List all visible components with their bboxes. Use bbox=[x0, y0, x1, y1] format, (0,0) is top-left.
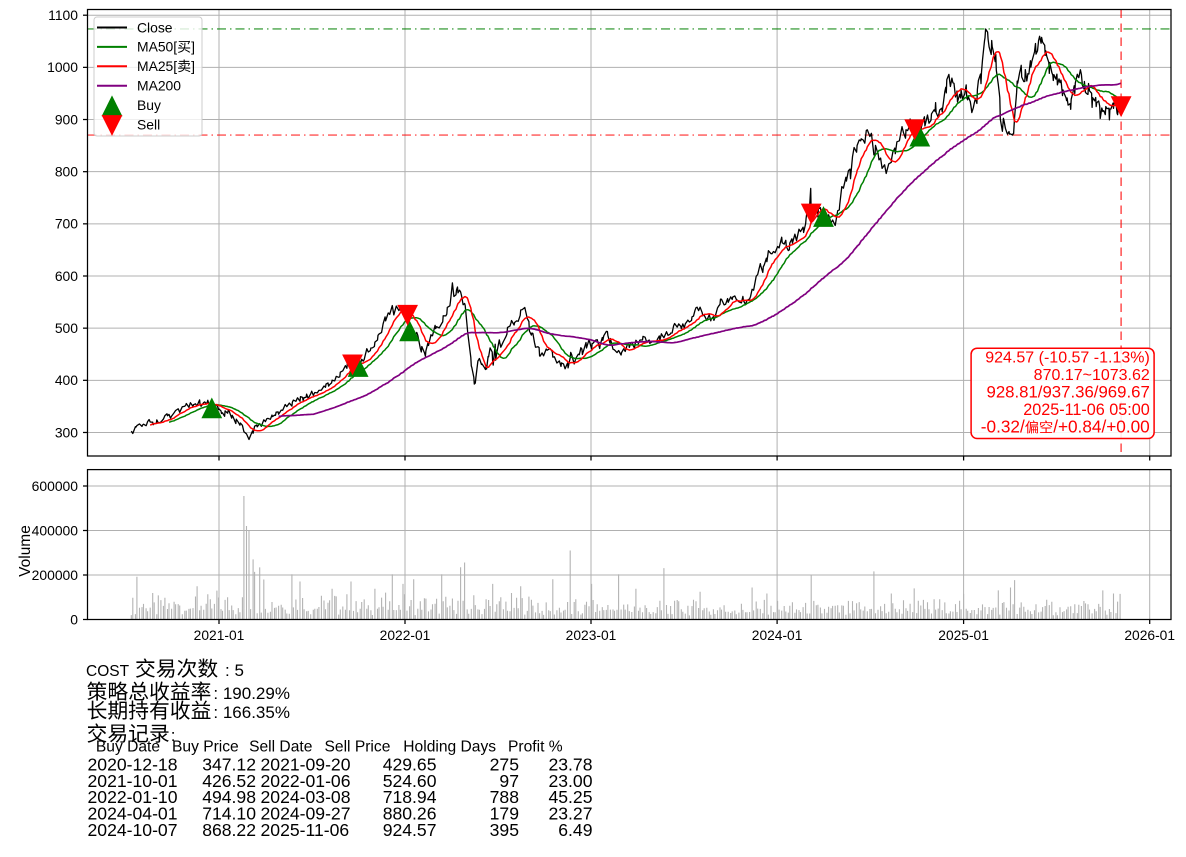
svg-text:300: 300 bbox=[55, 424, 78, 440]
svg-text:Buy: Buy bbox=[137, 97, 161, 113]
svg-text:714.10: 714.10 bbox=[202, 804, 256, 824]
svg-text:2024-01: 2024-01 bbox=[752, 628, 803, 643]
svg-text:: 190.29%: : 190.29% bbox=[213, 684, 290, 703]
svg-text:2025-11-06: 2025-11-06 bbox=[261, 820, 350, 840]
svg-text:]: ] bbox=[191, 58, 195, 74]
svg-text:23.00: 23.00 bbox=[548, 771, 592, 791]
svg-text:400000: 400000 bbox=[32, 522, 79, 538]
svg-text:718.94: 718.94 bbox=[383, 787, 437, 807]
svg-text:Buy Date: Buy Date bbox=[96, 738, 160, 755]
svg-text:924.57: 924.57 bbox=[383, 820, 437, 840]
svg-text:2024-04-01: 2024-04-01 bbox=[88, 804, 178, 824]
svg-text:2024-03-08: 2024-03-08 bbox=[261, 787, 351, 807]
svg-text:: 166.35%: : 166.35% bbox=[213, 703, 290, 722]
svg-text:924.57 (-10.57 -1.13%): 924.57 (-10.57 -1.13%) bbox=[985, 349, 1150, 366]
svg-text:-0.32/: -0.32/ bbox=[981, 416, 1025, 436]
svg-text:6.49: 6.49 bbox=[558, 820, 592, 840]
svg-text:Sell: Sell bbox=[137, 116, 160, 132]
svg-text:2026-01: 2026-01 bbox=[1124, 628, 1175, 643]
svg-text:524.60: 524.60 bbox=[383, 771, 437, 791]
svg-text:2023-01: 2023-01 bbox=[566, 628, 617, 643]
svg-text:1100: 1100 bbox=[48, 7, 78, 23]
svg-text:]: ] bbox=[191, 39, 195, 55]
svg-text:179: 179 bbox=[490, 804, 519, 824]
svg-text:600: 600 bbox=[55, 268, 78, 284]
svg-text:2024-09-27: 2024-09-27 bbox=[261, 804, 351, 824]
svg-text:880.26: 880.26 bbox=[383, 804, 437, 824]
svg-text:870.17~1073.62: 870.17~1073.62 bbox=[1034, 367, 1150, 384]
svg-text:788: 788 bbox=[490, 787, 520, 807]
svg-text:2022-01-10: 2022-01-10 bbox=[88, 787, 178, 807]
svg-text:494.98: 494.98 bbox=[202, 787, 256, 807]
svg-text:Sell Price: Sell Price bbox=[325, 738, 391, 755]
svg-text:928.81/937.36/969.67: 928.81/937.36/969.67 bbox=[986, 382, 1149, 401]
svg-text:Close: Close bbox=[137, 19, 173, 35]
svg-text:2025-11-06 05:00: 2025-11-06 05:00 bbox=[1023, 401, 1150, 419]
svg-text:429.65: 429.65 bbox=[383, 754, 437, 774]
svg-text:COST: COST bbox=[86, 663, 130, 680]
svg-text:Buy Price: Buy Price bbox=[172, 738, 239, 755]
svg-text:Sell Date: Sell Date bbox=[249, 738, 312, 755]
svg-text:275: 275 bbox=[490, 754, 520, 774]
svg-text:600000: 600000 bbox=[32, 478, 79, 494]
svg-text:2024-10-07: 2024-10-07 bbox=[88, 820, 178, 840]
svg-text:Volume: Volume bbox=[17, 525, 34, 577]
svg-text:868.22: 868.22 bbox=[202, 820, 256, 840]
svg-text:MA50[: MA50[ bbox=[137, 39, 177, 55]
svg-text:2021-10-01: 2021-10-01 bbox=[88, 771, 178, 791]
svg-text:2020-12-18: 2020-12-18 bbox=[88, 754, 178, 774]
svg-text:97: 97 bbox=[499, 771, 519, 791]
svg-text:23.27: 23.27 bbox=[548, 804, 592, 824]
svg-text:1000: 1000 bbox=[47, 59, 78, 75]
svg-text:200000: 200000 bbox=[32, 567, 79, 583]
svg-text:23.78: 23.78 bbox=[548, 754, 592, 774]
svg-text:347.12: 347.12 bbox=[202, 754, 256, 774]
svg-text:MA25[: MA25[ bbox=[137, 58, 177, 74]
svg-text:: 5: : 5 bbox=[225, 661, 244, 680]
svg-text:800: 800 bbox=[55, 164, 78, 180]
svg-text:2021-09-20: 2021-09-20 bbox=[261, 754, 351, 774]
svg-text:700: 700 bbox=[55, 216, 78, 232]
svg-text:400: 400 bbox=[55, 372, 78, 388]
svg-text:Holding Days: Holding Days bbox=[403, 738, 496, 755]
svg-text:500: 500 bbox=[55, 320, 78, 336]
svg-text:2022-01-06: 2022-01-06 bbox=[261, 771, 351, 791]
svg-text:MA200: MA200 bbox=[137, 78, 181, 94]
svg-text:2021-01: 2021-01 bbox=[194, 628, 245, 643]
svg-text:45.25: 45.25 bbox=[548, 787, 592, 807]
svg-text:Profit %: Profit % bbox=[508, 738, 563, 755]
svg-text::: : bbox=[171, 726, 176, 745]
svg-text:/+0.84/+0.00: /+0.84/+0.00 bbox=[1053, 416, 1150, 436]
svg-text:0: 0 bbox=[70, 611, 78, 627]
svg-text:2025-01: 2025-01 bbox=[938, 628, 989, 643]
svg-text:900: 900 bbox=[55, 111, 78, 127]
svg-text:426.52: 426.52 bbox=[202, 771, 256, 791]
svg-text:395: 395 bbox=[490, 820, 520, 840]
svg-text:2022-01: 2022-01 bbox=[380, 628, 431, 643]
